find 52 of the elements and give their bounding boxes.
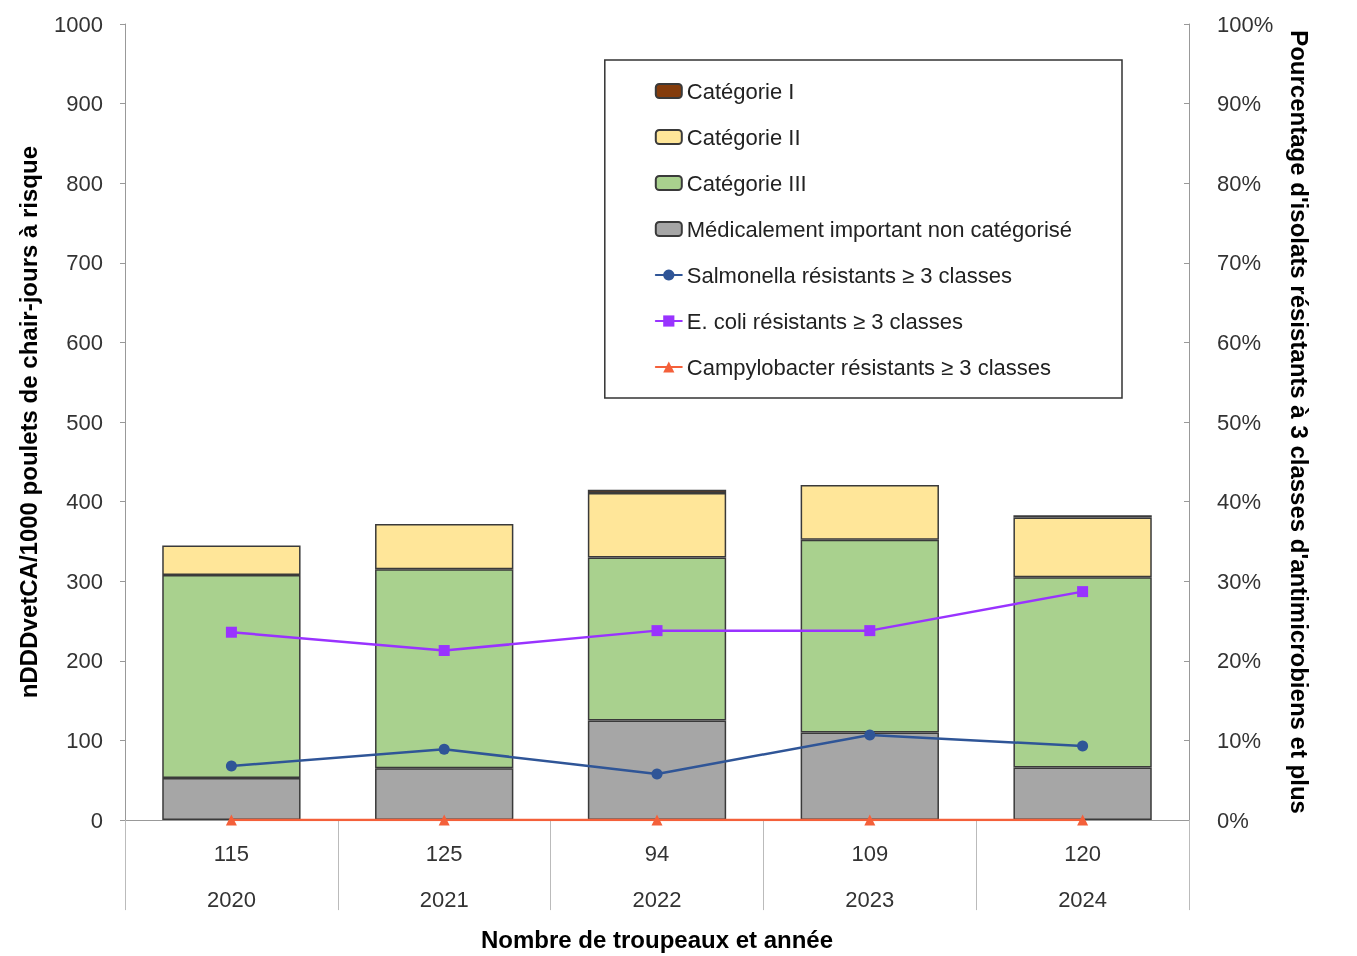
point (1077, 740, 1089, 752)
x-tick-label: 120 2024 (1058, 840, 1108, 912)
point (651, 625, 663, 637)
point (864, 814, 876, 826)
point (438, 814, 450, 826)
point (864, 625, 876, 637)
legend-label: Médicalement important non catégorisé (686, 216, 1073, 242)
legend-label: Catégorie I (686, 78, 795, 104)
legend-label: Salmonella résistants ≥ 3 classes (686, 262, 1012, 288)
point (225, 626, 237, 638)
y2-tick-label: 0% (1217, 807, 1249, 833)
y2-axis-title: Pourcentage d'isolats résistants à 3 classes d'antimicrobiens et plus (1285, 30, 1313, 814)
y-tick-label: 500 (66, 409, 103, 435)
y2-tick-label: 70% (1217, 250, 1262, 276)
legend-label: Catégorie III (686, 170, 807, 196)
x-tick-label: 125 2021 (419, 840, 469, 912)
y-tick-label: 700 (66, 250, 103, 276)
y2-tick-label: 30% (1217, 568, 1262, 594)
x-tick-label: 109 2023 (845, 840, 895, 912)
point (1077, 814, 1089, 826)
y-tick-label: 200 (66, 648, 103, 674)
y2-tick-label: 40% (1217, 489, 1262, 515)
point (651, 768, 663, 780)
y2-tick-label: 10% (1217, 727, 1262, 753)
y-tick-label: 400 (66, 489, 103, 515)
legend-label: Campylobacter résistants ≥ 3 classes (686, 354, 1052, 380)
point (651, 814, 663, 826)
legend-label: Catégorie II (686, 124, 801, 150)
y-tick-label: 900 (66, 91, 103, 117)
point (438, 743, 450, 755)
x-axis-title: Nombre de troupeaux et année (480, 925, 834, 953)
y2-tick-label: 90% (1217, 91, 1262, 117)
point (225, 760, 237, 772)
y-tick-label: 800 (66, 170, 103, 196)
point (225, 814, 237, 826)
y-axis-title: nDDDvetCA/1000 poulets de chair-jours à risque (14, 145, 42, 699)
legend-label: E. coli résistants ≥ 3 classes (686, 308, 963, 334)
point (438, 645, 450, 657)
y-tick-label: 1000 (54, 11, 103, 37)
y-tick-label: 300 (66, 568, 103, 594)
x-tick-label: 94 2022 (632, 840, 682, 912)
point (1077, 586, 1089, 598)
point (864, 729, 876, 741)
y2-tick-label: 100% (1217, 11, 1274, 37)
y-tick-label: 100 (66, 727, 103, 753)
y2-tick-label: 80% (1217, 170, 1262, 196)
y2-tick-label: 60% (1217, 329, 1262, 355)
y-tick-label: 0 (90, 807, 103, 833)
y2-tick-label: 20% (1217, 648, 1262, 674)
x-tick-label: 115 2020 (206, 840, 256, 912)
y-tick-label: 600 (66, 329, 103, 355)
y2-tick-label: 50% (1217, 409, 1262, 435)
